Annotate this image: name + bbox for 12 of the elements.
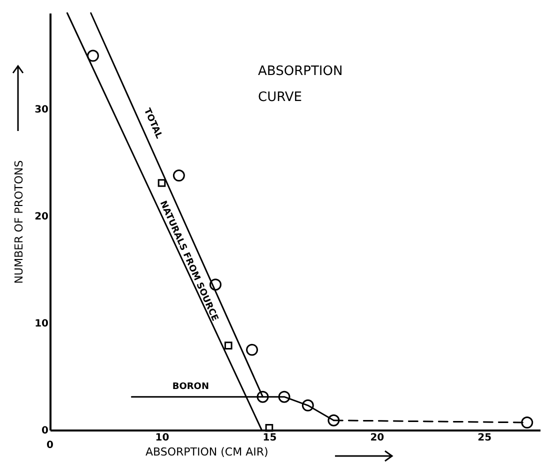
x-tick-label: 20 [370,432,384,444]
y-tick-label: 20 [34,212,49,223]
y-tick-label: 30 [34,104,49,116]
x-axis-title: ABSORPTION (CM AIR) [146,446,268,458]
y-tick-label: 10 [34,318,49,330]
x-tick-label: 10 [155,432,170,444]
y-tick-label: 0 [42,426,49,436]
text: ABSORPTION CURVE [258,64,343,105]
y-axis-title: NUMBER OF PROTONS [12,160,26,284]
series-label: BORON [172,382,209,392]
x-tick-label: 25 [478,432,492,444]
x-tick-label: 15 [262,432,277,444]
